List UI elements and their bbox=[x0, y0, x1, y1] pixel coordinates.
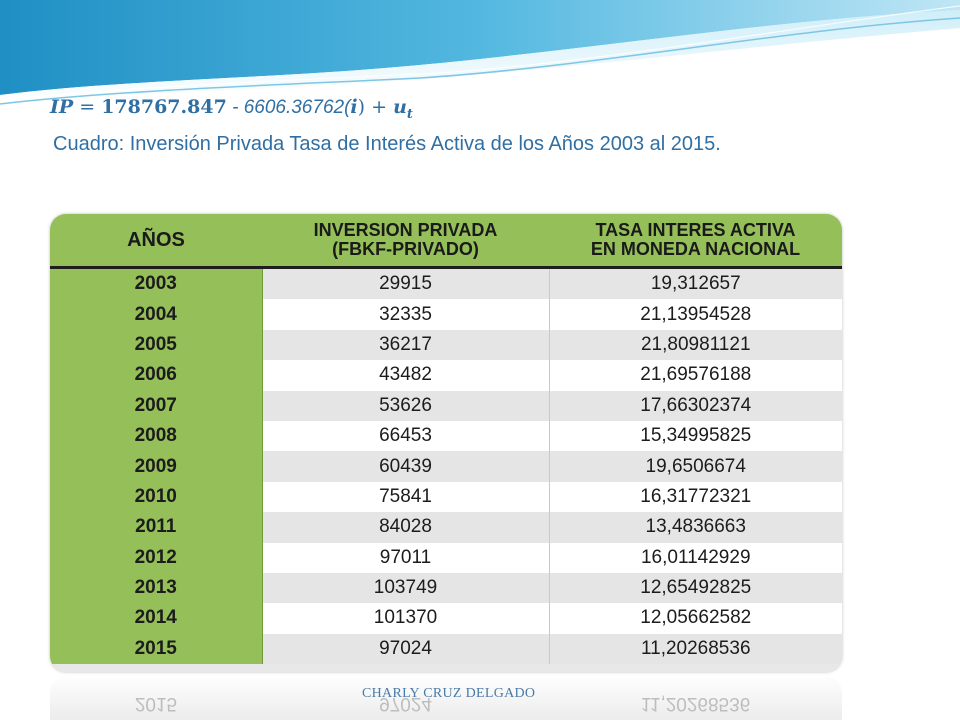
cell-year: 2014 bbox=[50, 603, 263, 634]
cell-investment: 75841 bbox=[261, 481, 549, 513]
cell-rate: 12,65492825 bbox=[548, 572, 842, 604]
cell-investment: 43482 bbox=[261, 360, 549, 391]
cell-investment: 97011 bbox=[261, 542, 549, 573]
cell-rate: 19,6506674 bbox=[548, 451, 842, 482]
table-row: 2008 66453 15,34995825 bbox=[50, 420, 842, 452]
cell-year: 2005 bbox=[50, 329, 263, 361]
cell-year: 2003 bbox=[50, 267, 263, 300]
cell-investment: 36217 bbox=[261, 329, 549, 361]
header-rate-line1: TASA INTERES ACTIVA bbox=[595, 220, 796, 240]
equation-intercept: 178767.847 bbox=[101, 96, 227, 118]
table-caption: Cuadro: Inversión Privada Tasa de Interé… bbox=[53, 133, 721, 155]
cell-investment: 97024 bbox=[261, 633, 549, 665]
cell-investment: 60439 bbox=[261, 451, 549, 482]
reflection-rate: 11,20268536 bbox=[640, 693, 751, 714]
header-rate: TASA INTERES ACTIVA EN MONEDA NACIONAL bbox=[549, 214, 842, 269]
header-investment: INVERSION PRIVADA (FBKF-PRIVADO) bbox=[262, 214, 549, 269]
table-row: 2007 53626 17,66302374 bbox=[50, 390, 842, 421]
cell-year: 2015 bbox=[50, 633, 263, 665]
table-row: 2006 43482 21,69576188 bbox=[50, 360, 842, 391]
header-rate-line2: EN MONEDA NACIONAL bbox=[590, 239, 801, 259]
table-row: 2013 103749 12,65492825 bbox=[50, 572, 842, 604]
cell-investment: 53626 bbox=[261, 390, 549, 421]
cell-investment: 101370 bbox=[261, 603, 549, 634]
table-row: 2014 101370 12,05662582 bbox=[50, 603, 842, 634]
header-investment-line2: (FBKF-PRIVADO) bbox=[332, 239, 479, 259]
cell-rate: 17,66302374 bbox=[548, 390, 842, 421]
cell-rate: 21,80981121 bbox=[548, 329, 842, 361]
cell-investment: 32335 bbox=[261, 299, 549, 330]
table-row: 2005 36217 21,80981121 bbox=[50, 329, 842, 361]
cell-investment: 84028 bbox=[261, 512, 549, 543]
equation-plus: + bbox=[371, 96, 388, 118]
table-row: 2011 84028 13,4836663 bbox=[50, 512, 842, 543]
cell-rate: 11,20268536 bbox=[548, 633, 842, 665]
equation-close: ) bbox=[357, 96, 366, 118]
table-row: 2012 97011 16,01142929 bbox=[50, 542, 842, 573]
table-row: 2003 29915 19,312657 bbox=[50, 267, 842, 300]
equation-variable: i bbox=[350, 96, 358, 118]
cell-rate: 16,01142929 bbox=[548, 542, 842, 573]
cell-year: 2009 bbox=[50, 451, 263, 482]
header-year: AÑOS bbox=[50, 214, 262, 269]
cell-year: 2006 bbox=[50, 360, 263, 391]
table-header-row: AÑOS INVERSION PRIVADA (FBKF-PRIVADO) TA… bbox=[50, 214, 842, 269]
cell-year: 2007 bbox=[50, 390, 263, 421]
cell-rate: 13,4836663 bbox=[548, 512, 842, 543]
cell-rate: 21,69576188 bbox=[548, 360, 842, 391]
cell-rate: 19,312657 bbox=[548, 267, 842, 300]
cell-rate: 12,05662582 bbox=[548, 603, 842, 634]
equation-error-term: u bbox=[393, 96, 407, 118]
cell-year: 2004 bbox=[50, 299, 263, 330]
equation-lhs: IP bbox=[50, 96, 74, 118]
cell-year: 2012 bbox=[50, 542, 263, 573]
table-row: 2009 60439 19,6506674 bbox=[50, 451, 842, 482]
cell-investment: 103749 bbox=[261, 572, 549, 604]
equation-error-subscript: t bbox=[406, 106, 413, 122]
table-row: 2004 32335 21,13954528 bbox=[50, 299, 842, 330]
header-investment-line1: INVERSION PRIVADA bbox=[313, 220, 498, 240]
cell-year: 2013 bbox=[50, 572, 263, 604]
regression-equation: IP = 178767.847 - 6606.36762(i) + ut bbox=[50, 96, 413, 122]
equation-slope: - 6606.36762( bbox=[226, 97, 351, 118]
table-row: 2015 97024 11,20268536 bbox=[50, 633, 842, 665]
cell-investment: 29915 bbox=[261, 267, 549, 300]
equation-equals: = bbox=[79, 96, 96, 118]
header-swoosh-decoration bbox=[0, 0, 960, 105]
data-table-container: AÑOS INVERSION PRIVADA (FBKF-PRIVADO) TA… bbox=[50, 214, 842, 672]
cell-year: 2010 bbox=[50, 481, 263, 513]
table-row: 2010 75841 16,31772321 bbox=[50, 481, 842, 513]
cell-rate: 16,31772321 bbox=[548, 481, 842, 513]
cell-rate: 21,13954528 bbox=[548, 299, 842, 330]
cell-rate: 15,34995825 bbox=[548, 420, 842, 452]
reflection-year: 2015 bbox=[134, 693, 178, 714]
cell-year: 2008 bbox=[50, 420, 263, 452]
cell-investment: 66453 bbox=[261, 420, 549, 452]
author-footer: CHARLY CRUZ DELGADO bbox=[362, 686, 536, 701]
cell-year: 2011 bbox=[50, 512, 263, 543]
investment-rate-table: AÑOS INVERSION PRIVADA (FBKF-PRIVADO) TA… bbox=[50, 214, 842, 665]
